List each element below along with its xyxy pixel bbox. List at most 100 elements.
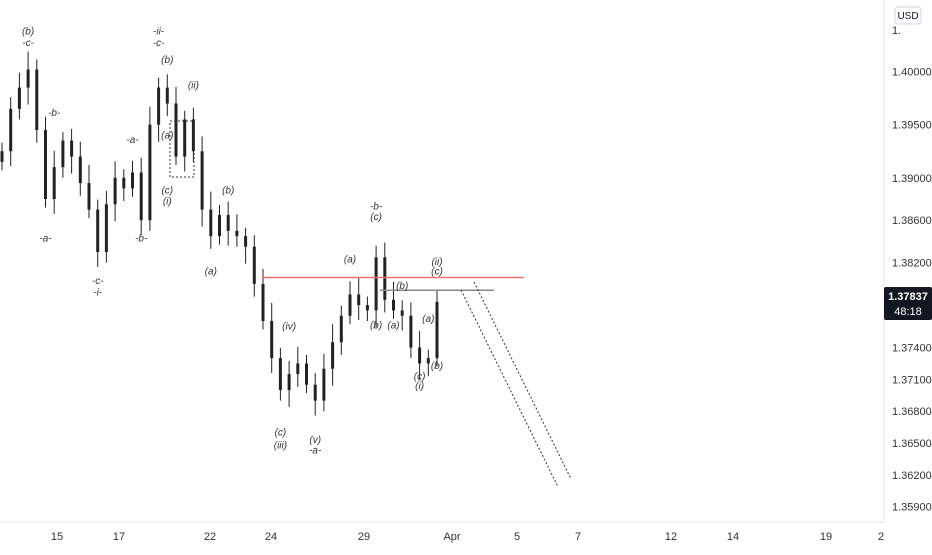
candle-7 [61,132,65,178]
candle-body-35 [305,363,308,385]
candle-body-30 [261,283,265,322]
candle-31 [270,302,274,374]
candle-18 [157,77,161,142]
candle-46 [400,300,404,331]
wave-label-20: (v) [309,435,321,446]
candle-body-29 [252,246,256,284]
currency-badge-label: USD [897,11,918,22]
candle-1 [9,97,13,167]
y-tick-4: 1.38200 [892,258,932,270]
x-tick-11: 2 [878,531,884,543]
last-price-badge: 1.37837 48:18 [884,287,932,320]
x-tick-6: 5 [514,531,520,543]
candle-body-39 [339,315,343,343]
candle-14 [122,169,126,202]
candle-body-37 [322,368,326,401]
x-tick-10: 19 [820,531,832,543]
price-axis-top-partial: 1. [892,25,901,37]
candle-15 [131,160,134,197]
wave-label-18: (c) [275,428,287,439]
candle-32 [278,348,282,401]
currency-badge[interactable]: USD [894,6,922,25]
candle-34 [296,347,300,387]
candle-3 [26,51,30,105]
candle-33 [287,360,291,407]
y-tick-5: 1.37400 [892,343,932,355]
wave-label-30: (i) [415,381,424,392]
wave-label-23: -b- [370,202,383,213]
wave-label-32: (ii) [431,257,442,268]
candle-27 [235,214,239,247]
candle-body-23 [200,151,204,210]
candle-13 [113,161,117,222]
candle-39 [339,305,343,355]
candle-body-8 [70,140,74,157]
wave-label-0: (b) [22,27,34,38]
candle-37 [322,353,326,412]
projection-line-2 [460,289,559,488]
candle-body-2 [17,87,21,109]
candle-body-33 [287,374,291,390]
x-tick-8: 12 [665,531,677,543]
wave-label-21: -a- [309,446,322,457]
candle-0 [0,142,4,171]
candles-group [0,51,439,416]
candle-body-16 [139,172,143,221]
candle-48 [418,331,422,381]
x-tick-3: 24 [265,531,277,543]
candle-35 [305,354,308,394]
candle-body-20 [174,103,178,157]
candle-body-34 [296,363,300,375]
wave-label-8: -ii- [153,27,165,38]
wave-label-10: (b) [161,55,173,66]
price-axis: 1.40000 1.39500 1.39000 1.38600 1.38200 1.374… [892,67,932,514]
candle-43 [374,245,378,328]
y-tick-3: 1.38600 [892,215,932,227]
candle-30 [261,269,265,330]
candle-47 [409,302,413,359]
candle-2 [17,72,21,120]
candle-body-42 [365,305,369,311]
candle-body-49 [426,358,430,364]
candle-16 [139,157,143,236]
candle-body-40 [348,294,352,316]
bar-countdown: 48:18 [894,306,922,318]
wave-label-24: (c) [370,212,382,223]
y-tick-10: 1.35900 [892,502,932,514]
candle-body-3 [26,69,30,88]
candle-body-7 [61,140,65,168]
candle-9 [78,141,82,196]
candle-body-18 [157,87,161,125]
candle-17 [148,106,152,231]
candle-body-4 [35,69,39,131]
candle-19 [165,74,169,117]
candle-40 [348,281,352,325]
projection-line-1 [473,281,572,480]
wave-label-2: -b- [48,108,61,119]
x-tick-2: 22 [204,531,216,543]
x-tick-1: 17 [113,531,125,543]
candle-body-48 [418,347,422,364]
candle-20 [174,87,178,166]
candle-body-25 [218,214,221,237]
wave-label-25: (b) [396,281,408,292]
y-tick-6: 1.37100 [892,374,932,386]
time-axis: 15 17 22 24 29 Apr 5 7 12 14 19 2 [51,531,884,543]
candle-8 [70,128,74,174]
wave-label-3: -a- [39,233,52,244]
candle-body-1 [9,108,13,152]
candle-body-13 [113,177,117,205]
candle-body-24 [209,209,213,237]
candle-5 [44,116,47,208]
y-tick-2: 1.39000 [892,173,932,185]
candle-body-19 [165,87,169,104]
wave-label-19: (iii) [274,440,287,451]
candle-6 [52,150,56,214]
candle-41 [357,278,361,320]
candle-29 [252,235,256,297]
candle-body-12 [104,204,108,253]
candle-12 [104,191,108,263]
candle-body-43 [374,257,378,311]
